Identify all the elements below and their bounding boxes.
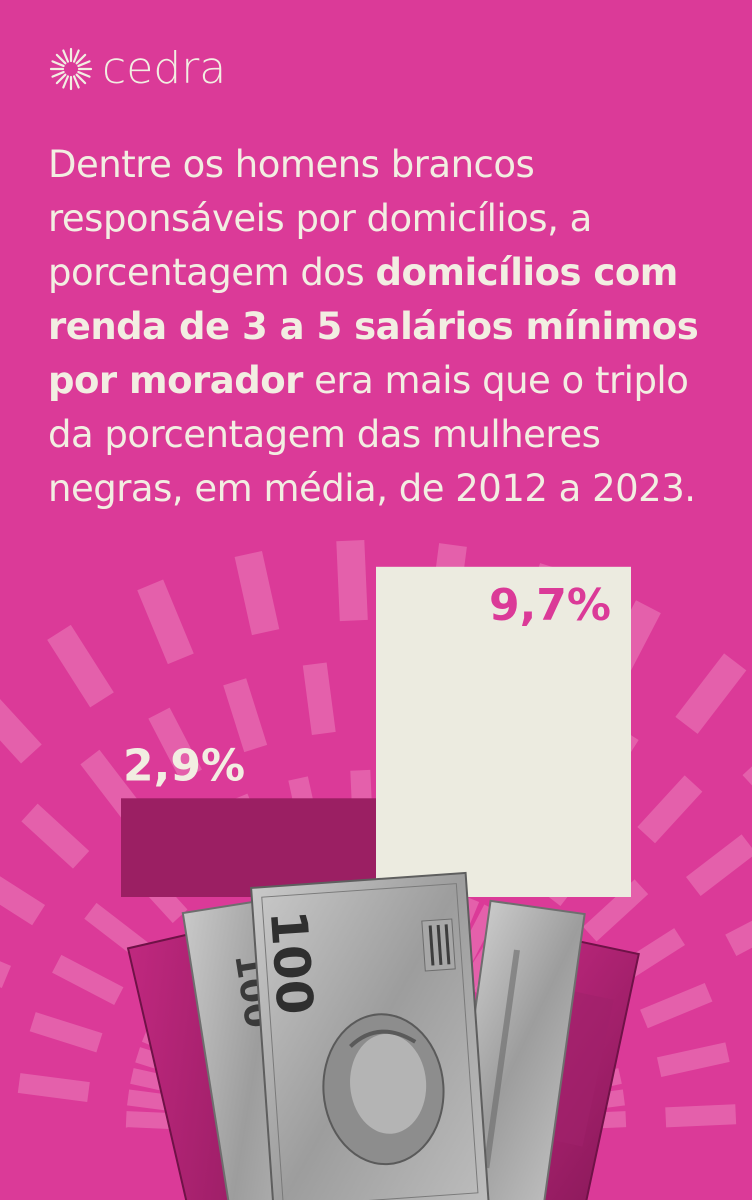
bar-women	[121, 798, 376, 897]
sunburst-ray	[234, 550, 280, 636]
sunburst-ray	[583, 879, 649, 942]
sunburst-ray	[21, 803, 90, 869]
value-label-men: 9,7%	[489, 580, 611, 631]
sunburst-ray	[148, 707, 202, 781]
sunburst-ray	[0, 698, 42, 764]
sunburst-ray	[302, 662, 336, 735]
sunburst-ray	[336, 539, 368, 622]
headline-text: Dentre os homens brancos responsáveis po…	[48, 143, 592, 294]
sunburst-ray	[686, 834, 752, 897]
sunburst-ray	[637, 775, 703, 844]
sunburst-ray	[29, 1012, 103, 1053]
banknote-front: 100	[250, 871, 490, 1200]
sunburst-ray	[675, 653, 747, 734]
sunburst-ray	[0, 876, 46, 926]
sunburst-ray	[640, 982, 713, 1029]
bar-men	[376, 566, 631, 897]
svg-text:100: 100	[259, 908, 324, 1016]
headline-text-end: era mais que o triplo da porcentagem das…	[48, 359, 696, 510]
brand-logo: cedra	[48, 46, 226, 92]
sunburst-ray	[656, 1042, 730, 1077]
sunburst-ray	[223, 678, 268, 753]
value-label-women: 2,9%	[123, 740, 245, 791]
sunburst-ray	[137, 579, 194, 665]
sunburst-ray	[52, 954, 124, 1005]
sunburst-ray	[47, 624, 114, 708]
headline-highlight: domicílios com renda de 3 a 5 salários m…	[48, 251, 699, 402]
brand-name: cedra	[102, 43, 227, 94]
sunburst-ray	[17, 1073, 90, 1103]
sunburst-ray	[665, 1104, 737, 1128]
sunburst-icon	[49, 47, 93, 91]
headline: Dentre os homens brancos responsáveis po…	[48, 138, 728, 516]
sunburst-ray	[725, 920, 752, 956]
